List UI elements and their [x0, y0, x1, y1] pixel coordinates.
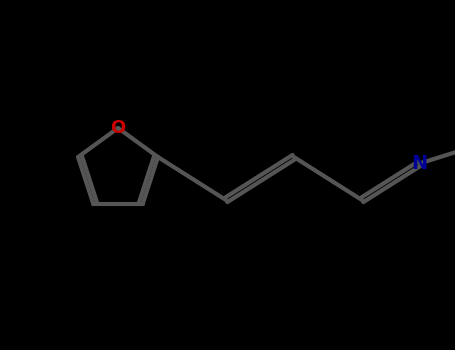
Text: O: O	[111, 119, 126, 137]
Text: N: N	[412, 154, 428, 173]
